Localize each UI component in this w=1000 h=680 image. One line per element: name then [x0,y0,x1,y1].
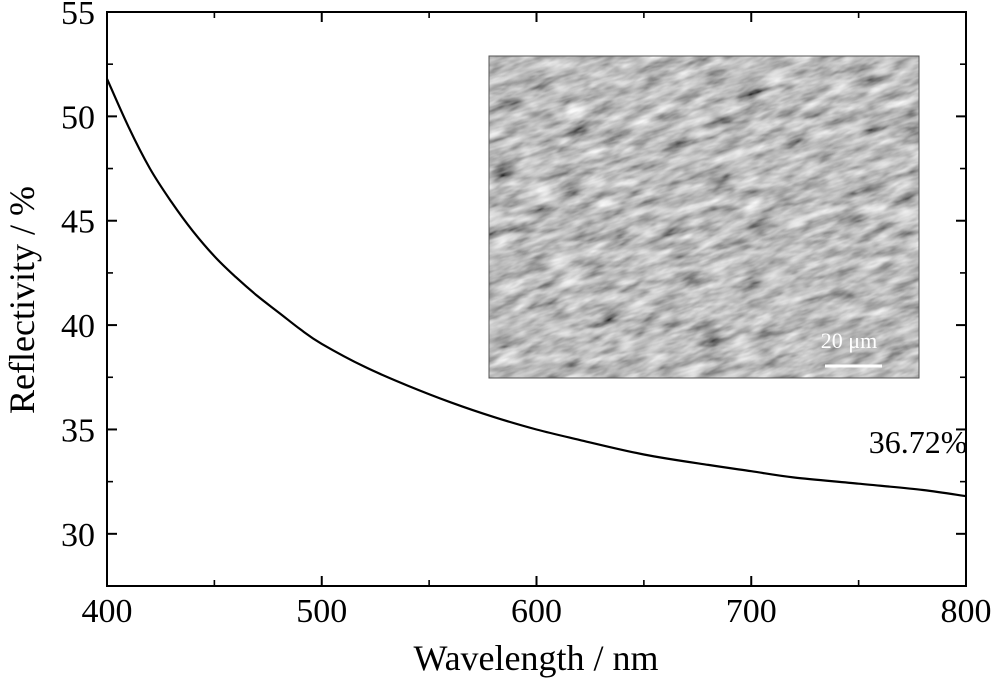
x-tick-label: 500 [296,593,347,630]
x-tick-label: 400 [82,593,133,630]
x-tick-label: 700 [726,593,777,630]
x-axis-title: Wavelength / nm [413,638,658,678]
ticks-group [106,11,967,587]
reflectivity-annotation: 36.72% [869,424,968,460]
sem-inset: 20 μm [488,55,920,379]
y-tick-label: 30 [61,517,95,554]
y-tick-label: 35 [61,412,95,449]
x-tick-label: 600 [511,593,562,630]
sem-image-texture [489,56,919,378]
sem-image-border [488,55,920,379]
series-group [105,78,967,498]
y-tick-label: 55 [61,0,95,32]
labels-group: 400 500 600 700 800 30 35 40 45 50 55 36.72% [61,0,992,630]
y-axis-title: Reflectivity / % [2,186,42,414]
y-tick-label: 50 [61,99,95,136]
y-tick-label: 40 [61,308,95,345]
series-line-0 [105,78,967,498]
scale-bar-label: 20 μm [821,328,877,353]
x-tick-label: 800 [941,593,992,630]
y-tick-label: 45 [61,204,95,241]
